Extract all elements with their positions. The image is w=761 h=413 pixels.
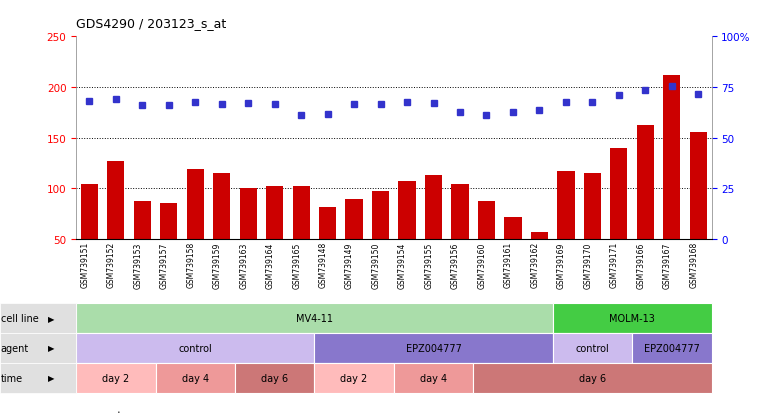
Text: GSM739154: GSM739154 xyxy=(398,242,407,288)
Bar xyxy=(664,76,680,290)
Text: GSM739170: GSM739170 xyxy=(584,242,592,288)
Bar xyxy=(240,189,256,290)
Bar xyxy=(160,203,177,290)
Text: GSM739152: GSM739152 xyxy=(107,242,116,288)
Bar xyxy=(186,170,204,290)
Text: day 6: day 6 xyxy=(579,373,606,383)
Text: GSM739156: GSM739156 xyxy=(451,242,460,288)
Bar xyxy=(689,132,707,290)
Bar xyxy=(213,174,231,290)
Text: control: control xyxy=(575,343,610,353)
Text: GSM739153: GSM739153 xyxy=(133,242,142,288)
Text: GSM739167: GSM739167 xyxy=(663,242,672,288)
Bar xyxy=(399,182,416,290)
Text: GSM739162: GSM739162 xyxy=(530,242,540,288)
Text: ▶: ▶ xyxy=(48,373,54,382)
Text: GSM739158: GSM739158 xyxy=(186,242,196,288)
Text: agent: agent xyxy=(1,343,29,353)
Text: GSM739166: GSM739166 xyxy=(636,242,645,288)
Text: GSM739148: GSM739148 xyxy=(319,242,328,288)
Bar xyxy=(134,201,151,290)
Text: GSM739155: GSM739155 xyxy=(425,242,434,288)
Text: GSM739169: GSM739169 xyxy=(557,242,566,288)
Text: GSM739165: GSM739165 xyxy=(292,242,301,288)
Bar xyxy=(345,199,363,290)
Bar xyxy=(319,207,336,290)
Bar xyxy=(557,172,575,290)
Text: GSM739149: GSM739149 xyxy=(345,242,354,288)
Bar xyxy=(531,233,548,290)
Bar xyxy=(451,185,469,290)
Text: day 2: day 2 xyxy=(340,373,368,383)
Text: EPZ004777: EPZ004777 xyxy=(644,343,700,353)
Text: day 6: day 6 xyxy=(261,373,288,383)
Text: GSM739159: GSM739159 xyxy=(213,242,221,288)
Bar xyxy=(637,125,654,290)
Bar xyxy=(372,192,389,290)
Text: cell line: cell line xyxy=(1,313,39,323)
Text: EPZ004777: EPZ004777 xyxy=(406,343,461,353)
Text: GSM739163: GSM739163 xyxy=(239,242,248,288)
Text: control: control xyxy=(178,343,212,353)
Text: GSM739171: GSM739171 xyxy=(610,242,619,288)
Text: GSM739150: GSM739150 xyxy=(371,242,380,288)
Text: ▶: ▶ xyxy=(48,344,54,353)
Text: day 4: day 4 xyxy=(182,373,209,383)
Bar xyxy=(266,187,283,290)
Bar xyxy=(107,161,124,290)
Text: MOLM-13: MOLM-13 xyxy=(609,313,655,323)
Text: MV4-11: MV4-11 xyxy=(296,313,333,323)
Text: day 2: day 2 xyxy=(102,373,129,383)
Text: GSM739160: GSM739160 xyxy=(477,242,486,288)
Bar xyxy=(584,174,601,290)
Bar xyxy=(292,187,310,290)
Text: GSM739151: GSM739151 xyxy=(81,242,89,288)
Text: count: count xyxy=(93,411,123,413)
Text: day 4: day 4 xyxy=(420,373,447,383)
Bar xyxy=(610,148,628,290)
Bar xyxy=(505,217,521,290)
Text: GSM739161: GSM739161 xyxy=(504,242,513,288)
Bar xyxy=(478,201,495,290)
Text: GSM739157: GSM739157 xyxy=(160,242,169,288)
Bar xyxy=(81,185,98,290)
Bar xyxy=(425,176,442,290)
Text: ▶: ▶ xyxy=(48,314,54,323)
Text: ■: ■ xyxy=(76,409,88,413)
Text: GSM739168: GSM739168 xyxy=(689,242,699,288)
Text: time: time xyxy=(1,373,23,383)
Text: GSM739164: GSM739164 xyxy=(266,242,275,288)
Text: GDS4290 / 203123_s_at: GDS4290 / 203123_s_at xyxy=(76,17,226,29)
